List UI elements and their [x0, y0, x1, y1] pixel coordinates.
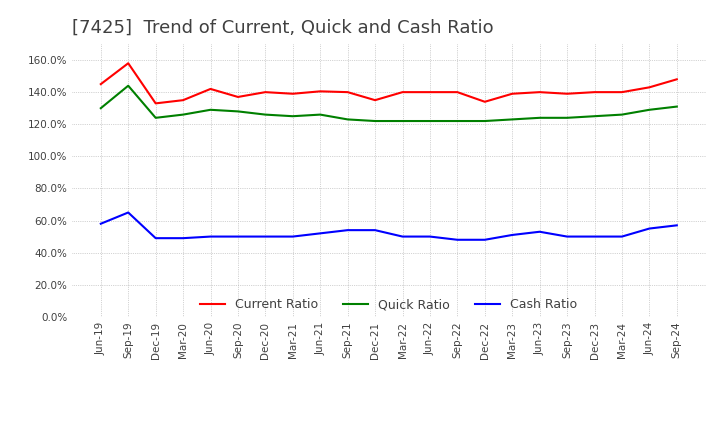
- Cash Ratio: [261, 234, 270, 239]
- Current Ratio: [508, 91, 516, 96]
- Cash Ratio: [618, 234, 626, 239]
- Current Ratio: [233, 94, 242, 99]
- Cash Ratio: [316, 231, 325, 236]
- Cash Ratio: [480, 237, 489, 242]
- Quick Ratio: [343, 117, 352, 122]
- Cash Ratio: [645, 226, 654, 231]
- Quick Ratio: [398, 118, 407, 124]
- Cash Ratio: [371, 227, 379, 233]
- Cash Ratio: [206, 234, 215, 239]
- Current Ratio: [590, 89, 599, 95]
- Current Ratio: [124, 61, 132, 66]
- Current Ratio: [371, 98, 379, 103]
- Cash Ratio: [672, 223, 681, 228]
- Current Ratio: [563, 91, 572, 96]
- Cash Ratio: [96, 221, 105, 226]
- Cash Ratio: [124, 210, 132, 215]
- Quick Ratio: [96, 106, 105, 111]
- Quick Ratio: [179, 112, 187, 117]
- Current Ratio: [453, 89, 462, 95]
- Current Ratio: [645, 84, 654, 90]
- Current Ratio: [618, 89, 626, 95]
- Quick Ratio: [371, 118, 379, 124]
- Cash Ratio: [289, 234, 297, 239]
- Quick Ratio: [124, 83, 132, 88]
- Quick Ratio: [563, 115, 572, 121]
- Cash Ratio: [508, 232, 516, 238]
- Cash Ratio: [590, 234, 599, 239]
- Cash Ratio: [426, 234, 434, 239]
- Current Ratio: [536, 89, 544, 95]
- Quick Ratio: [672, 104, 681, 109]
- Current Ratio: [672, 77, 681, 82]
- Current Ratio: [96, 81, 105, 87]
- Current Ratio: [179, 98, 187, 103]
- Current Ratio: [398, 89, 407, 95]
- Cash Ratio: [233, 234, 242, 239]
- Quick Ratio: [508, 117, 516, 122]
- Current Ratio: [426, 89, 434, 95]
- Quick Ratio: [536, 115, 544, 121]
- Line: Current Ratio: Current Ratio: [101, 63, 677, 103]
- Quick Ratio: [645, 107, 654, 113]
- Current Ratio: [316, 89, 325, 94]
- Line: Cash Ratio: Cash Ratio: [101, 213, 677, 240]
- Quick Ratio: [426, 118, 434, 124]
- Cash Ratio: [398, 234, 407, 239]
- Current Ratio: [261, 89, 270, 95]
- Cash Ratio: [536, 229, 544, 235]
- Quick Ratio: [316, 112, 325, 117]
- Quick Ratio: [233, 109, 242, 114]
- Cash Ratio: [563, 234, 572, 239]
- Cash Ratio: [453, 237, 462, 242]
- Current Ratio: [289, 91, 297, 96]
- Current Ratio: [151, 101, 160, 106]
- Current Ratio: [206, 86, 215, 92]
- Quick Ratio: [618, 112, 626, 117]
- Quick Ratio: [480, 118, 489, 124]
- Cash Ratio: [343, 227, 352, 233]
- Current Ratio: [343, 89, 352, 95]
- Quick Ratio: [261, 112, 270, 117]
- Current Ratio: [480, 99, 489, 104]
- Quick Ratio: [289, 114, 297, 119]
- Quick Ratio: [453, 118, 462, 124]
- Quick Ratio: [590, 114, 599, 119]
- Quick Ratio: [151, 115, 160, 121]
- Text: [7425]  Trend of Current, Quick and Cash Ratio: [7425] Trend of Current, Quick and Cash …: [72, 19, 494, 37]
- Legend: Current Ratio, Quick Ratio, Cash Ratio: Current Ratio, Quick Ratio, Cash Ratio: [195, 293, 582, 316]
- Cash Ratio: [179, 235, 187, 241]
- Cash Ratio: [151, 235, 160, 241]
- Line: Quick Ratio: Quick Ratio: [101, 86, 677, 121]
- Quick Ratio: [206, 107, 215, 113]
